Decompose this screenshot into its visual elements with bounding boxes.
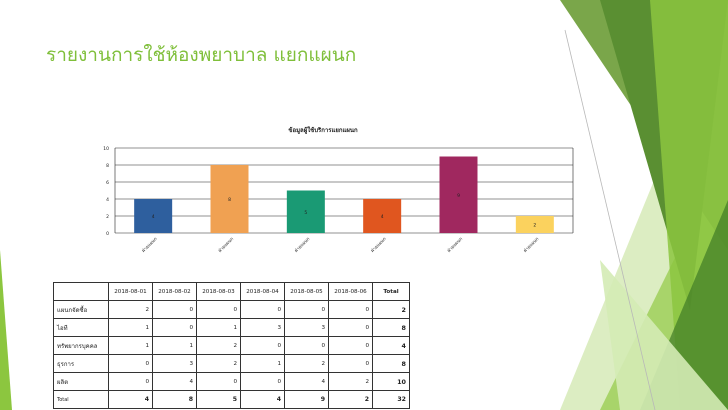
table-row: ไอที 1 0 1 3 3 0 8 (53, 318, 410, 337)
table-row: ทรัพยากรบุคคล 1 1 2 0 0 0 4 (53, 336, 410, 355)
row-label: ไอที (53, 318, 109, 337)
row-label: ทรัพยากรบุคคล (53, 336, 109, 355)
slide-title: รายงานการใช้ห้องพยาบาล แยกแผนก (46, 44, 357, 66)
bar (134, 199, 173, 233)
x-axis-labels: ฝ่ายแผนก ฝ่ายแผนก ฝ่ายแผนก ฝ่ายแผนก ฝ่ายแผนก… (141, 236, 541, 254)
table-cell: 5 (196, 390, 241, 409)
bar-value-label: 5 (304, 210, 307, 216)
table-row: ธุรการ 0 3 2 1 2 0 8 (53, 354, 410, 373)
bars: 4 8 5 4 9 2 (134, 156, 554, 233)
table-cell: 4 (284, 372, 329, 391)
table-cell: 0 (240, 372, 285, 391)
row-label: Total (53, 390, 109, 409)
table-cell: 0 (328, 354, 373, 373)
table-cell: 0 (108, 372, 153, 391)
table-cell: 4 (108, 390, 153, 409)
row-total: 32 (372, 390, 410, 409)
table-cell: 0 (152, 300, 197, 319)
table-cell: 0 (328, 336, 373, 355)
bar (363, 199, 402, 233)
row-total: 4 (372, 336, 410, 355)
table-cell: 1 (152, 336, 197, 355)
table-cell: 0 (240, 300, 285, 319)
bar-value-label: 2 (533, 223, 536, 229)
table-cell: 1 (196, 318, 241, 337)
y-tick-label: 6 (106, 180, 109, 186)
table-cell: 3 (152, 354, 197, 373)
table-cell: 3 (240, 318, 285, 337)
bar-value-label: 8 (228, 197, 231, 203)
y-tick-label: 0 (106, 231, 109, 237)
data-table: 2018-08-01 2018-08-02 2018-08-03 2018-08… (53, 282, 410, 409)
x-tick-label: ฝ่ายแผนก (446, 236, 464, 254)
table-cell: 2 (328, 390, 373, 409)
table-cell: 0 (284, 336, 329, 355)
bar (286, 190, 325, 233)
chart-grid (114, 147, 574, 234)
table-header-date: 2018-08-01 (108, 282, 153, 301)
table-cell: 2 (196, 354, 241, 373)
table-cell: 0 (196, 372, 241, 391)
table-cell: 9 (284, 390, 329, 409)
table-cell: 4 (240, 390, 285, 409)
table-header-date: 2018-08-04 (240, 282, 285, 301)
table-cell: 2 (328, 372, 373, 391)
table-cell: 0 (328, 318, 373, 337)
row-total: 2 (372, 300, 410, 319)
table-cell: 0 (108, 354, 153, 373)
row-total: 8 (372, 318, 410, 337)
y-axis-ticks: 0 2 4 6 8 10 (103, 146, 109, 237)
y-tick-label: 4 (106, 197, 109, 203)
table-cell: 0 (284, 300, 329, 319)
table-body: แผนกจัดซื้อ 2 0 0 0 0 0 2 ไอที 1 0 1 3 3 0 8 ทรัพยากรบุค… (53, 300, 410, 409)
table-cell: 2 (196, 336, 241, 355)
table-cell: 0 (196, 300, 241, 319)
x-tick-label: ฝ่ายแผนก (217, 236, 235, 254)
row-label: ธุรการ (53, 354, 109, 373)
bar (515, 216, 554, 233)
bar-value-label: 4 (381, 214, 384, 220)
bar (439, 156, 478, 233)
row-label: แผนกจัดซื้อ (53, 300, 109, 319)
table-cell: 1 (108, 318, 153, 337)
x-tick-label: ฝ่ายแผนก (141, 236, 159, 254)
y-tick-label: 8 (106, 163, 109, 169)
row-total: 10 (372, 372, 410, 391)
table-cell: 0 (240, 336, 285, 355)
row-total: 8 (372, 354, 410, 373)
row-label: ผลิต (53, 372, 109, 391)
table-total-row: Total 4 8 5 4 9 2 32 (53, 390, 410, 409)
table-cell: 4 (152, 372, 197, 391)
bar-value-label: 4 (152, 214, 155, 220)
bar-value-label: 9 (457, 193, 460, 199)
bar (210, 165, 249, 233)
table-cell: 3 (284, 318, 329, 337)
table-cell: 0 (152, 318, 197, 337)
table-cell: 8 (152, 390, 197, 409)
table-cell: 0 (328, 300, 373, 319)
x-tick-label: ฝ่ายแผนก (370, 236, 388, 254)
table-row: แผนกจัดซื้อ 2 0 0 0 0 0 2 (53, 300, 410, 319)
table-cell: 1 (240, 354, 285, 373)
x-tick-label: ฝ่ายแผนก (293, 236, 311, 254)
table-header-row: 2018-08-01 2018-08-02 2018-08-03 2018-08… (53, 282, 410, 301)
chart-title: ข้อมูลผู้ใช้บริการแยกแผนก (288, 126, 358, 135)
table-header-date: 2018-08-06 (328, 282, 373, 301)
table-cell: 1 (108, 336, 153, 355)
table-cell: 2 (108, 300, 153, 319)
table-header-date: 2018-08-02 (152, 282, 197, 301)
table-header-date: 2018-08-05 (284, 282, 329, 301)
y-tick-label: 2 (106, 214, 109, 220)
table-cell: 2 (284, 354, 329, 373)
table-header-date: 2018-08-03 (196, 282, 241, 301)
table-corner (53, 282, 109, 301)
y-tick-label: 10 (103, 146, 109, 152)
table-row: ผลิต 0 4 0 0 4 2 10 (53, 372, 410, 391)
table-header-total: Total (372, 282, 410, 301)
x-tick-label: ฝ่ายแผนก (522, 236, 540, 254)
